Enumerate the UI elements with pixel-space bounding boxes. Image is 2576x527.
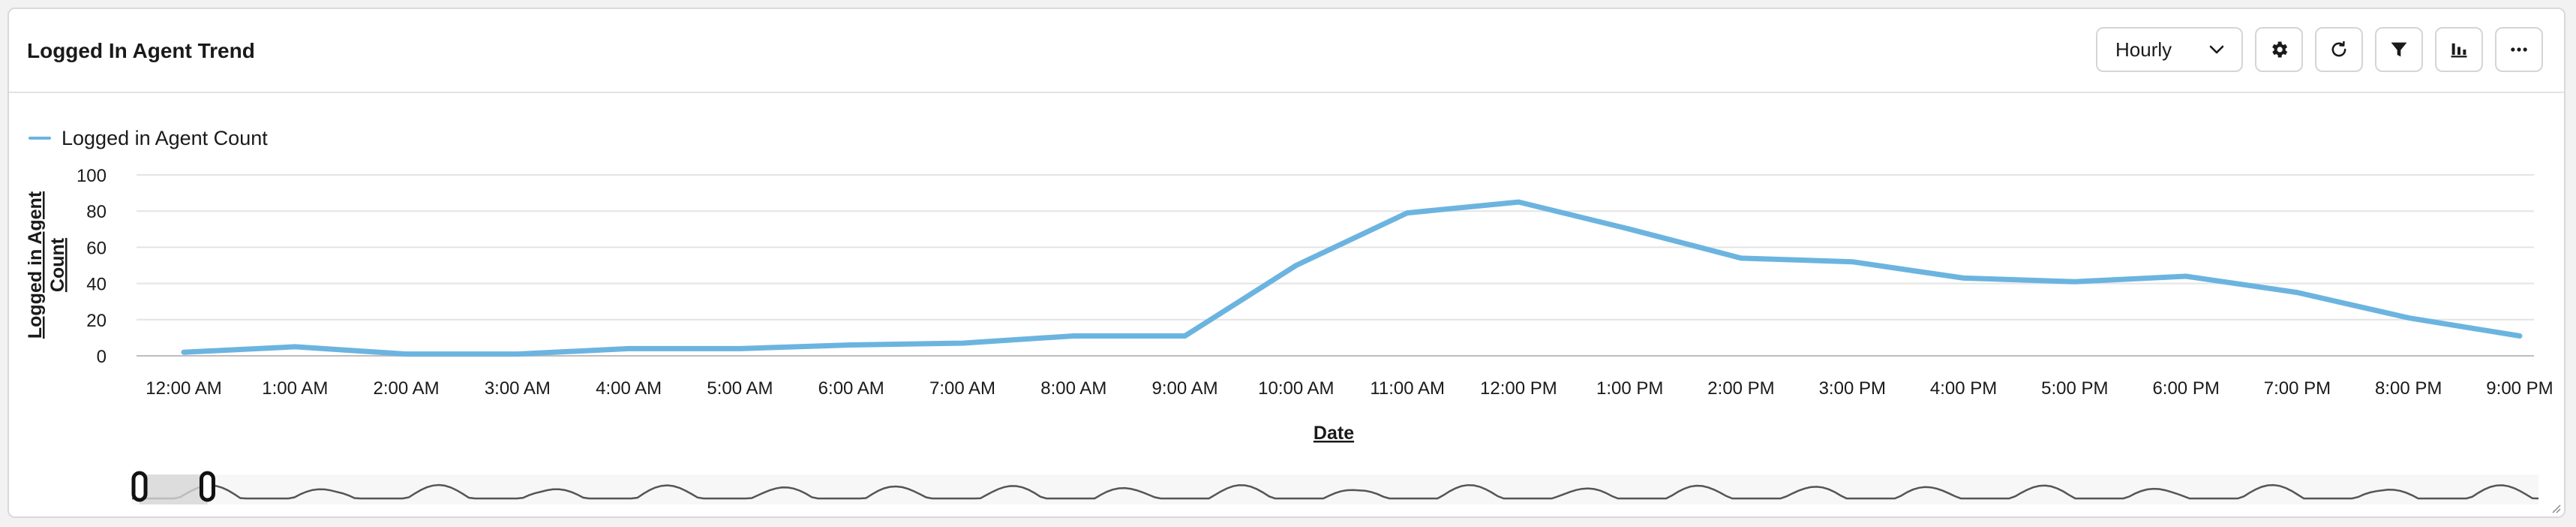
- resize-handle[interactable]: [2550, 503, 2561, 513]
- interval-select[interactable]: Hourly: [2096, 27, 2243, 72]
- x-axis-title: Date: [1314, 423, 1354, 444]
- data-point[interactable]: [1959, 273, 1969, 283]
- refresh-icon: [2328, 39, 2349, 60]
- data-point[interactable]: [1625, 224, 1635, 234]
- data-point[interactable]: [1180, 330, 1190, 341]
- chart-legend: Logged in Agent Count: [29, 123, 268, 153]
- data-point[interactable]: [1291, 260, 1302, 271]
- data-point[interactable]: [1513, 197, 1524, 207]
- y-tick-label: 0: [97, 347, 107, 367]
- y-tick-label: 20: [86, 311, 107, 331]
- legend-item[interactable]: Logged in Agent Count: [29, 127, 268, 150]
- settings-button[interactable]: [2255, 27, 2303, 72]
- y-tick-label: 40: [86, 275, 107, 295]
- chart-type-button[interactable]: [2435, 27, 2483, 72]
- chart-grid: [137, 174, 2534, 357]
- x-tick-label: 1:00 AM: [262, 378, 328, 399]
- data-point[interactable]: [734, 343, 745, 354]
- x-tick-label: 10:00 AM: [1258, 378, 1334, 399]
- data-point[interactable]: [2181, 271, 2191, 282]
- x-tick-label: 4:00 AM: [596, 378, 662, 399]
- data-point[interactable]: [290, 342, 300, 352]
- data-point[interactable]: [957, 338, 968, 348]
- x-tick-label: 11:00 AM: [1370, 378, 1445, 399]
- logged-in-agent-trend-widget: Logged In Agent Trend Hourly: [8, 8, 2565, 518]
- x-tick-label: 3:00 AM: [485, 378, 551, 399]
- filter-button[interactable]: [2375, 27, 2423, 72]
- x-tick-label: 1:00 PM: [1596, 378, 1663, 399]
- widget-toolbar: Hourly: [2096, 27, 2543, 75]
- data-point[interactable]: [1068, 330, 1079, 341]
- x-tick-label: 12:00 AM: [146, 378, 221, 399]
- x-tick-label: 4:00 PM: [1930, 378, 1997, 399]
- x-tick-label: 9:00 AM: [1152, 378, 1218, 399]
- data-point[interactable]: [512, 349, 523, 360]
- navigator-selection[interactable]: [140, 474, 208, 504]
- navigator-track: [132, 474, 2538, 504]
- y-axis-title-line-2: Count: [47, 237, 68, 292]
- data-point[interactable]: [401, 349, 412, 360]
- x-tick-label: 6:00 AM: [818, 378, 884, 399]
- y-tick-label: 60: [86, 238, 107, 258]
- data-point[interactable]: [179, 347, 189, 357]
- chevron-down-icon: [2208, 44, 2225, 55]
- gear-icon: [2268, 39, 2289, 60]
- x-axis-ticks: 12:00 AM 1:00 AM 2:00 AM 3:00 AM 4:00 AM 5:00…: [146, 378, 2553, 399]
- series-line[interactable]: [181, 199, 2523, 357]
- filter-icon: [2388, 39, 2409, 60]
- x-tick-label: 3:00 PM: [1819, 378, 1886, 399]
- data-point[interactable]: [623, 343, 634, 354]
- x-tick-label: 5:00 PM: [2041, 378, 2108, 399]
- x-tick-label: 2:00 PM: [1707, 378, 1774, 399]
- y-tick-label: 100: [77, 166, 107, 186]
- y-axis-title-line-1: Logged in Agent: [25, 191, 46, 339]
- x-tick-label: 8:00 AM: [1040, 378, 1106, 399]
- navigator-handle-right[interactable]: [199, 471, 215, 502]
- more-horizontal-icon: [2508, 39, 2529, 60]
- data-point[interactable]: [2070, 276, 2080, 287]
- data-point[interactable]: [2292, 288, 2302, 298]
- x-tick-label: 8:00 PM: [2375, 378, 2442, 399]
- line-chart: 0 20 40 60 80 100 12:00 AM 1:00 AM 2:00 AM 3:00 …: [25, 166, 2553, 504]
- series-group: [179, 197, 2525, 360]
- x-tick-label: 12:00 PM: [1480, 378, 1557, 399]
- x-tick-label: 9:00 PM: [2486, 378, 2553, 399]
- x-tick-label: 2:00 AM: [374, 378, 440, 399]
- widget-title: Logged In Agent Trend: [27, 39, 255, 62]
- y-axis-ticks: 0 20 40 60 80 100: [77, 166, 107, 367]
- legend-swatch: [29, 137, 51, 140]
- interval-select-value: Hourly: [2115, 38, 2172, 61]
- legend-label: Logged in Agent Count: [62, 126, 268, 149]
- data-point[interactable]: [1402, 208, 1413, 218]
- y-tick-label: 80: [86, 202, 107, 222]
- bar-chart-icon: [2448, 39, 2469, 60]
- x-tick-label: 6:00 PM: [2152, 378, 2219, 399]
- data-point[interactable]: [1736, 253, 1746, 264]
- range-navigator: [131, 471, 2539, 504]
- x-tick-label: 7:00 PM: [2264, 378, 2331, 399]
- x-tick-label: 5:00 AM: [707, 378, 773, 399]
- more-options-button[interactable]: [2495, 27, 2543, 72]
- data-point[interactable]: [2403, 312, 2414, 323]
- data-point[interactable]: [846, 340, 857, 351]
- data-point[interactable]: [2514, 330, 2525, 341]
- widget-header: Logged In Agent Trend Hourly: [9, 9, 2564, 93]
- navigator-line: [132, 483, 2539, 500]
- navigator-handle-left[interactable]: [131, 471, 148, 502]
- refresh-button[interactable]: [2315, 27, 2363, 72]
- x-tick-label: 7:00 AM: [929, 378, 995, 399]
- data-point[interactable]: [1847, 257, 1857, 267]
